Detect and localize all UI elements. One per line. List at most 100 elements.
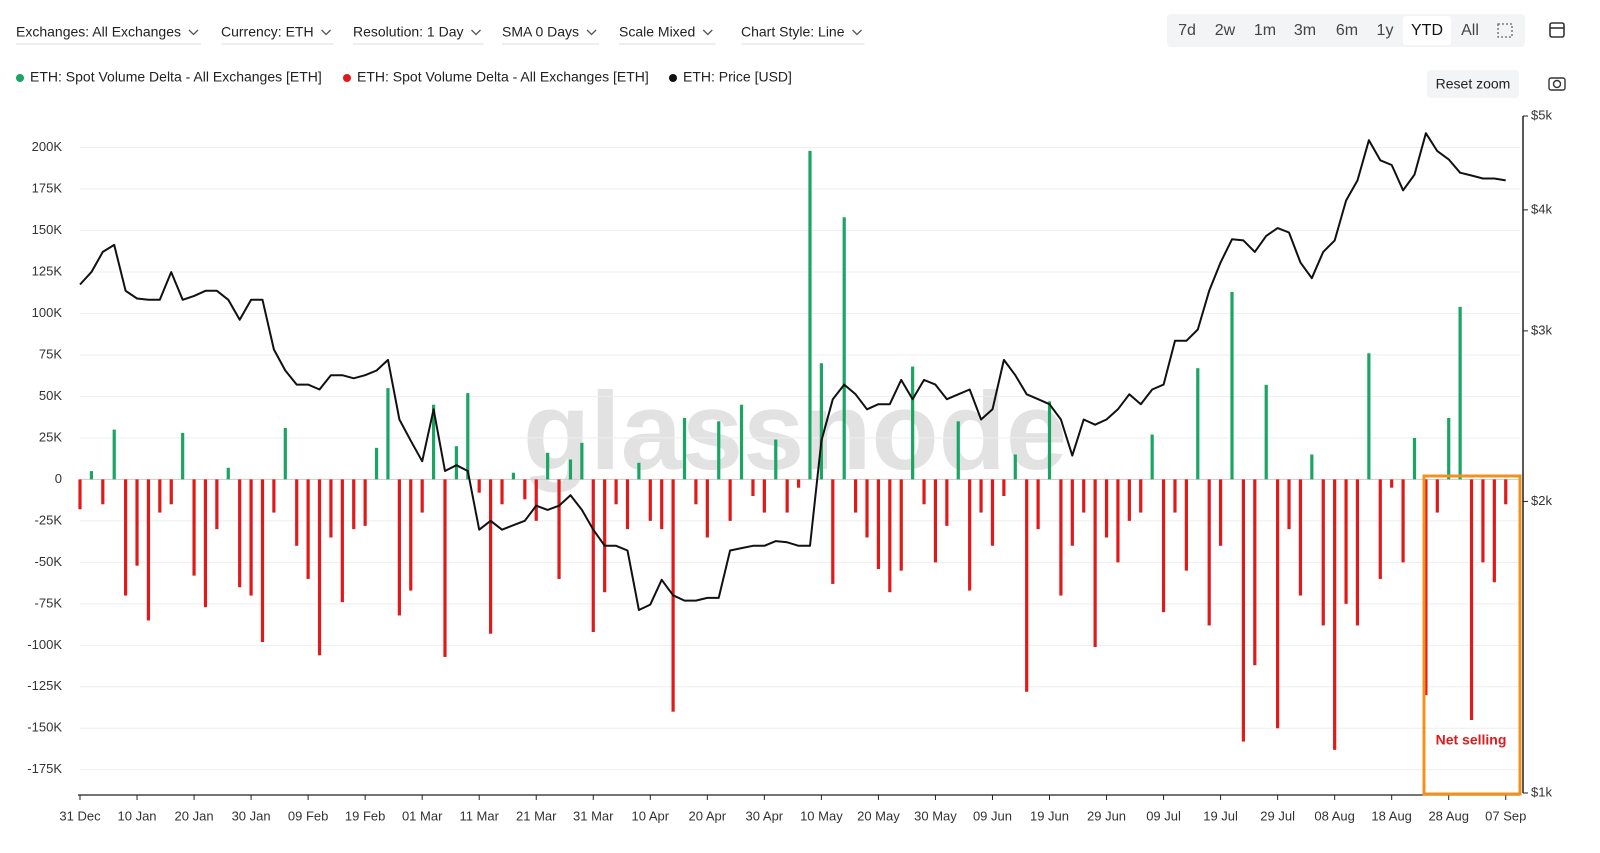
bar	[990, 479, 995, 546]
bar	[568, 459, 573, 480]
x-tick-label: 18 Aug	[1371, 808, 1412, 823]
bar	[785, 479, 789, 513]
bar	[591, 479, 595, 633]
bar	[1047, 401, 1052, 480]
bar	[1082, 479, 1086, 513]
bar	[694, 479, 698, 505]
bar	[78, 479, 82, 510]
bar	[317, 479, 322, 656]
bar	[546, 452, 550, 480]
filter-dropdown[interactable]: Resolution: 1 Day	[353, 24, 464, 40]
y2-tick-label: $2k	[1531, 493, 1552, 508]
dropdown-chevron	[188, 29, 199, 36]
bar	[238, 479, 242, 588]
price-line	[79, 132, 1506, 611]
bar	[1481, 479, 1485, 563]
bar	[181, 432, 185, 480]
y-tick-label: 175K	[32, 180, 63, 195]
legend-label[interactable]: ETH: Price [USD]	[683, 69, 792, 85]
legend-label[interactable]: ETH: Spot Volume Delta - All Exchanges […	[357, 69, 649, 85]
x-tick-label: 20 Apr	[689, 808, 727, 823]
bar	[614, 479, 618, 505]
y-tick-label: -175K	[27, 761, 62, 776]
bar	[511, 472, 516, 480]
range-button[interactable]: 2w	[1215, 22, 1236, 39]
range-button[interactable]: 1y	[1377, 22, 1394, 39]
bar	[169, 479, 173, 505]
bar	[739, 404, 744, 480]
bar	[1253, 479, 1257, 666]
y-tick-label: -50K	[35, 554, 63, 569]
bar	[1093, 479, 1097, 647]
bar	[717, 421, 721, 480]
bar	[557, 479, 561, 579]
range-button[interactable]: 3m	[1294, 22, 1316, 39]
reset-zoom-label[interactable]: Reset zoom	[1436, 76, 1511, 92]
legend-label[interactable]: ETH: Spot Volume Delta - All Exchanges […	[30, 69, 322, 85]
range-button[interactable]: All	[1461, 22, 1479, 39]
bar	[431, 404, 436, 480]
bar	[774, 439, 778, 480]
bar	[409, 479, 413, 591]
y-tick-label: 125K	[32, 263, 63, 278]
dropdown-chevron	[702, 29, 713, 36]
calendar-icon[interactable]	[1549, 22, 1565, 38]
range-button[interactable]: 6m	[1336, 22, 1358, 39]
range-button[interactable]: 1m	[1254, 22, 1276, 39]
x-tick-label: 20 Jan	[175, 808, 214, 823]
y-tick-label: -25K	[35, 512, 63, 527]
bar	[420, 479, 424, 513]
bar	[89, 471, 94, 480]
bar	[682, 417, 687, 480]
y2-tick-label: $5k	[1531, 107, 1552, 122]
bar	[660, 479, 664, 530]
filter-dropdown[interactable]: Scale Mixed	[619, 24, 695, 40]
bar	[363, 479, 367, 526]
bar	[489, 479, 493, 634]
filter-dropdown[interactable]: Currency: ETH	[221, 24, 314, 40]
bar	[454, 446, 458, 480]
bar	[1355, 479, 1360, 626]
bar	[945, 479, 949, 526]
x-tick-label: 10 Jan	[118, 808, 157, 823]
filter-dropdown[interactable]: SMA 0 Days	[502, 24, 579, 40]
bar	[808, 150, 812, 480]
bar	[1139, 479, 1143, 513]
bar	[260, 479, 265, 643]
bar	[1150, 434, 1154, 480]
bar	[272, 479, 276, 513]
bar	[443, 479, 447, 657]
dropdown-chevron	[586, 29, 597, 36]
bar	[523, 479, 527, 500]
bar	[1492, 479, 1496, 583]
bar	[1196, 368, 1200, 480]
reset-zoom-button[interactable]	[1427, 70, 1519, 98]
bar	[146, 479, 151, 621]
bar	[580, 442, 584, 480]
bar	[1390, 479, 1394, 488]
x-tick-label: 28 Aug	[1428, 808, 1469, 823]
x-tick-label: 10 Apr	[632, 808, 670, 823]
filter-dropdown[interactable]: Exchanges: All Exchanges	[16, 24, 181, 40]
bar	[762, 479, 766, 513]
bar	[876, 479, 881, 569]
camera-icon[interactable]	[1548, 77, 1566, 91]
bar	[1447, 417, 1451, 480]
bar	[911, 366, 915, 480]
range-button[interactable]: YTD	[1411, 22, 1443, 39]
bar	[397, 479, 401, 616]
bar	[1287, 479, 1291, 530]
bar	[637, 462, 641, 480]
bar	[192, 479, 196, 576]
zoom-select-icon[interactable]	[1497, 23, 1513, 38]
range-button[interactable]: 7d	[1178, 22, 1196, 39]
y-tick-label: 150K	[32, 222, 63, 237]
x-tick-label: 21 Mar	[516, 808, 557, 823]
bar	[1070, 479, 1074, 546]
y-tick-label: 0	[55, 471, 62, 486]
bar	[968, 479, 972, 591]
filter-dropdown[interactable]: Chart Style: Line	[741, 24, 845, 40]
bar	[1367, 353, 1371, 480]
bar	[1344, 479, 1348, 604]
x-tick-label: 08 Aug	[1314, 808, 1355, 823]
